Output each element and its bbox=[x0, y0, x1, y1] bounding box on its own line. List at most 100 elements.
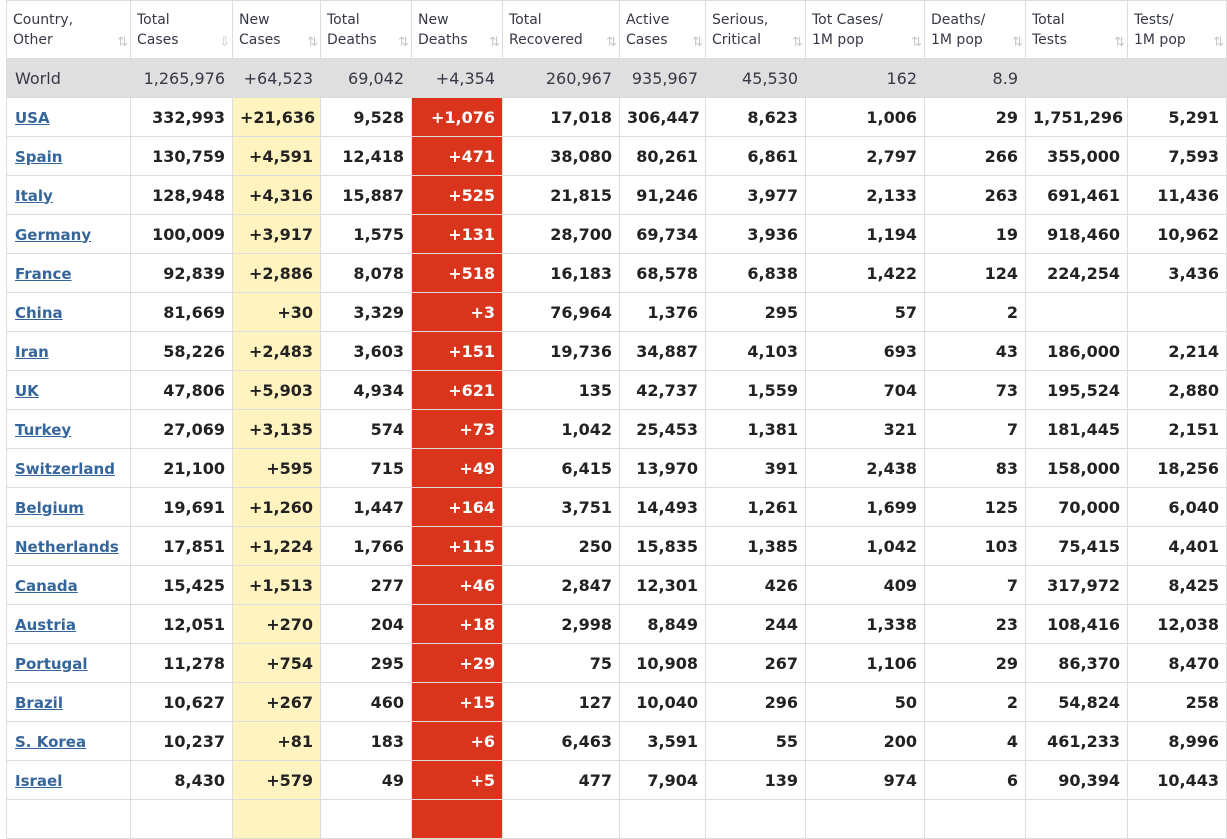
cell-tot-cases-per-1m: 200 bbox=[805, 721, 925, 761]
column-header-label-line1: Serious, bbox=[712, 11, 769, 28]
country-link[interactable]: USA bbox=[15, 108, 50, 127]
cell-active-cases: 68,578 bbox=[619, 253, 706, 293]
table-row: Switzerland 21,100 +595 715 +49 6,415 13,970 39… bbox=[6, 448, 1227, 488]
cell-tests-per-1m: 8,470 bbox=[1127, 643, 1227, 683]
cell-total-cases: 12,051 bbox=[130, 604, 233, 644]
cell-serious-critical: 6,838 bbox=[705, 253, 806, 293]
cell-new-cases: +579 bbox=[232, 760, 321, 800]
cell-total-tests bbox=[1025, 799, 1128, 839]
cell-deaths-per-1m: 23 bbox=[924, 604, 1026, 644]
country-link[interactable]: Canada bbox=[15, 576, 78, 595]
sort-arrows-icon[interactable]: ⇅ bbox=[117, 35, 128, 50]
cell-tests-per-1m: 10,962 bbox=[1127, 214, 1227, 254]
country-link[interactable]: Belgium bbox=[15, 498, 84, 517]
cell-total-recovered: 76,964 bbox=[502, 292, 620, 332]
cell-total-deaths: 715 bbox=[320, 448, 412, 488]
country-link[interactable]: Switzerland bbox=[15, 459, 115, 478]
cell-active-cases: 10,040 bbox=[619, 682, 706, 722]
sort-arrows-icon[interactable]: ⇅ bbox=[606, 35, 617, 50]
column-header-label-line2: Cases bbox=[239, 31, 281, 48]
country-link[interactable]: Germany bbox=[15, 225, 92, 244]
cell-serious-critical: 55 bbox=[705, 721, 806, 761]
column-header-deaths-per-1m[interactable]: Deaths/1M pop ⇅ bbox=[924, 0, 1026, 59]
country-link[interactable]: S. Korea bbox=[15, 732, 87, 751]
country-link[interactable]: Portugal bbox=[15, 654, 88, 673]
table-row: Belgium 19,691 +1,260 1,447 +164 3,751 14,493 1… bbox=[6, 487, 1227, 527]
cell-total-cases: 17,851 bbox=[130, 526, 233, 566]
table-row: UK 47,806 +5,903 4,934 +621 135 42,737 1,559 704… bbox=[6, 370, 1227, 410]
column-header-tests-per-1m[interactable]: Tests/1M pop ⇅ bbox=[1127, 0, 1227, 59]
sort-arrows-icon[interactable]: ⇅ bbox=[398, 35, 409, 50]
cell-total-deaths: 574 bbox=[320, 409, 412, 449]
sort-arrows-icon[interactable]: ⇅ bbox=[692, 35, 703, 50]
country-link[interactable]: UK bbox=[15, 381, 39, 400]
sort-arrows-icon[interactable]: ⇅ bbox=[1213, 35, 1224, 50]
cell-new-deaths: +3 bbox=[411, 292, 503, 332]
cell-new-cases bbox=[232, 799, 321, 839]
column-header-label-line2: Cases bbox=[137, 31, 179, 48]
column-header-serious-critical[interactable]: Serious, Critical ⇅ bbox=[705, 0, 806, 59]
cell-total-cases: 19,691 bbox=[130, 487, 233, 527]
country-link[interactable]: Netherlands bbox=[15, 537, 119, 556]
country-link[interactable]: Italy bbox=[15, 186, 53, 205]
cell-new-cases: +1,224 bbox=[232, 526, 321, 566]
cell-country: Turkey bbox=[6, 409, 131, 449]
column-header-new-cases[interactable]: New Cases ⇅ bbox=[232, 0, 321, 59]
column-header-tot-cases-per-1m[interactable]: Tot Cases/1M pop ⇅ bbox=[805, 0, 925, 59]
table-row: Iran 58,226 +2,483 3,603 +151 19,736 34,887 4,1… bbox=[6, 331, 1227, 371]
column-header-new-deaths[interactable]: New Deaths ⇅ bbox=[411, 0, 503, 59]
country-link[interactable]: Spain bbox=[15, 147, 63, 166]
column-header-total-recovered[interactable]: Total Recovered ⇅ bbox=[502, 0, 620, 59]
cell-total-recovered: 477 bbox=[502, 760, 620, 800]
cell-new-deaths: +518 bbox=[411, 253, 503, 293]
cell-tot-cases-per-1m: 1,042 bbox=[805, 526, 925, 566]
sort-arrows-icon[interactable]: ⇅ bbox=[1114, 35, 1125, 50]
cell-total-recovered: 17,018 bbox=[502, 97, 620, 137]
cell-new-cases: +81 bbox=[232, 721, 321, 761]
cell-new-deaths: +46 bbox=[411, 565, 503, 605]
column-header-total-tests[interactable]: Total Tests ⇅ bbox=[1025, 0, 1128, 59]
cell-new-cases: +30 bbox=[232, 292, 321, 332]
cell-serious-critical: 1,385 bbox=[705, 526, 806, 566]
cell-total-recovered: 28,700 bbox=[502, 214, 620, 254]
country-link[interactable]: Turkey bbox=[15, 420, 72, 439]
cell-total-deaths: 204 bbox=[320, 604, 412, 644]
cell-active-cases: 7,904 bbox=[619, 760, 706, 800]
country-link[interactable]: Brazil bbox=[15, 693, 63, 712]
cell-serious-critical: 3,977 bbox=[705, 175, 806, 215]
country-link[interactable]: France bbox=[15, 264, 72, 283]
cell-deaths-per-1m: 266 bbox=[924, 136, 1026, 176]
cell-deaths-per-1m: 8.9 bbox=[924, 58, 1026, 98]
column-header-active-cases[interactable]: Active Cases ⇅ bbox=[619, 0, 706, 59]
cell-deaths-per-1m: 83 bbox=[924, 448, 1026, 488]
country-link[interactable]: China bbox=[15, 303, 63, 322]
cell-new-deaths: +525 bbox=[411, 175, 503, 215]
cell-total-recovered: 3,751 bbox=[502, 487, 620, 527]
cell-total-deaths: 12,418 bbox=[320, 136, 412, 176]
cell-new-deaths: +15 bbox=[411, 682, 503, 722]
cell-total-cases: 10,627 bbox=[130, 682, 233, 722]
country-link[interactable]: Austria bbox=[15, 615, 77, 634]
sort-arrows-icon[interactable]: ⇩ bbox=[219, 35, 230, 50]
sort-arrows-icon[interactable]: ⇅ bbox=[911, 35, 922, 50]
sort-arrows-icon[interactable]: ⇅ bbox=[489, 35, 500, 50]
cell-deaths-per-1m: 7 bbox=[924, 565, 1026, 605]
cell-tests-per-1m bbox=[1127, 799, 1227, 839]
country-link[interactable]: Israel bbox=[15, 771, 63, 790]
column-header-total-cases[interactable]: Total Cases ⇩ bbox=[130, 0, 233, 59]
sort-arrows-icon[interactable]: ⇅ bbox=[307, 35, 318, 50]
column-header-total-deaths[interactable]: Total Deaths ⇅ bbox=[320, 0, 412, 59]
cell-country: Netherlands bbox=[6, 526, 131, 566]
cell-new-cases: +64,523 bbox=[232, 58, 321, 98]
cell-total-tests: 918,460 bbox=[1025, 214, 1128, 254]
sort-arrows-icon[interactable]: ⇅ bbox=[1012, 35, 1023, 50]
cell-serious-critical: 4,103 bbox=[705, 331, 806, 371]
cell-total-tests: 158,000 bbox=[1025, 448, 1128, 488]
cell-total-recovered: 2,998 bbox=[502, 604, 620, 644]
sort-arrows-icon[interactable]: ⇅ bbox=[792, 35, 803, 50]
cell-total-recovered bbox=[502, 799, 620, 839]
country-link[interactable]: Iran bbox=[15, 342, 49, 361]
cell-total-deaths: 49 bbox=[320, 760, 412, 800]
column-header-country[interactable]: Country, Other ⇅ bbox=[6, 0, 131, 59]
table-row: Brazil 10,627 +267 460 +15 127 10,040 296 50 2 54,… bbox=[6, 682, 1227, 722]
